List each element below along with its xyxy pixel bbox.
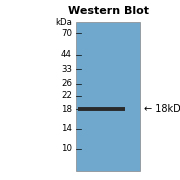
Text: 26: 26 — [61, 79, 72, 88]
Text: ← 18kDa: ← 18kDa — [144, 104, 180, 114]
Bar — [76, 22, 140, 171]
Text: Western Blot: Western Blot — [68, 6, 148, 16]
Text: 33: 33 — [61, 65, 72, 74]
Text: 70: 70 — [61, 29, 72, 38]
Text: 44: 44 — [61, 50, 72, 59]
Text: 22: 22 — [61, 91, 72, 100]
Text: 10: 10 — [61, 144, 72, 153]
Text: 14: 14 — [61, 124, 72, 133]
Text: kDa: kDa — [55, 18, 72, 27]
Text: 18: 18 — [61, 105, 72, 114]
